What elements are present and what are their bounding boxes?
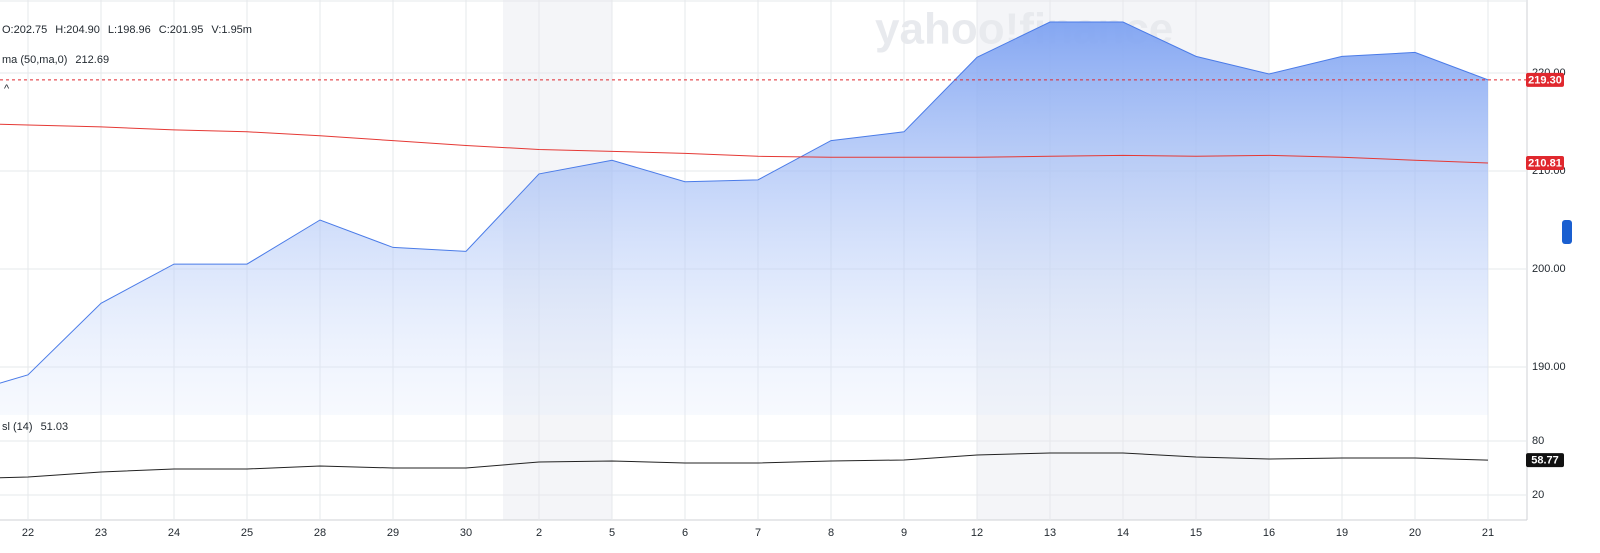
- x-tick-label: 28: [314, 527, 326, 539]
- x-tick-label: 14: [1117, 527, 1129, 539]
- series-line: [0, 452, 1489, 479]
- x-tick-label: 24: [168, 527, 180, 539]
- last-value-tag: [1526, 453, 1564, 468]
- ohlc-value: V:1.95m: [211, 24, 252, 36]
- x-tick-label: 25: [241, 527, 253, 539]
- y-tick-label: 20: [1532, 489, 1544, 501]
- x-tick-label: 23: [95, 527, 107, 539]
- last-value-label: 58.77: [1531, 455, 1559, 467]
- x-tick-label: 8: [828, 527, 834, 539]
- x-tick-label: 29: [387, 527, 399, 539]
- x-tick-label: 13: [1044, 527, 1056, 539]
- x-tick-label: 7: [755, 527, 761, 539]
- x-tick-label: 2: [536, 527, 542, 539]
- last-value-tag: [1526, 72, 1564, 87]
- last-value-label: 219.30: [1528, 74, 1562, 86]
- ohlc-value: H:204.90: [55, 24, 100, 36]
- area-fill: [0, 22, 1488, 415]
- x-tick-label: 15: [1190, 527, 1202, 539]
- x-tick-label: 19: [1336, 527, 1348, 539]
- x-tick-label: 9: [901, 527, 907, 539]
- ohlc-value: C:201.95: [159, 24, 204, 36]
- y-tick-label: 200.00: [1532, 263, 1566, 275]
- legend-name: sl (14): [2, 421, 33, 433]
- series-line: [0, 123, 1489, 164]
- last-value-tag: [1526, 156, 1564, 171]
- y-tick-label: 80: [1532, 435, 1544, 447]
- ohlc-value: L:198.96: [108, 24, 151, 36]
- x-tick-label: 12: [971, 527, 983, 539]
- ohlc-value: O:202.75: [2, 24, 47, 36]
- x-tick-label: 21: [1482, 527, 1494, 539]
- x-tick-label: 20: [1409, 527, 1421, 539]
- y-tick-label: 190.00: [1532, 361, 1566, 373]
- legend-value: 212.69: [75, 54, 109, 66]
- legend-value: 51.03: [41, 421, 69, 433]
- x-tick-label: 5: [609, 527, 615, 539]
- x-tick-label: 30: [460, 527, 472, 539]
- price-line: [0, 21, 1489, 384]
- side-tab[interactable]: [1562, 220, 1572, 244]
- collapse-icon[interactable]: ^: [4, 83, 10, 95]
- x-tick-label: 16: [1263, 527, 1275, 539]
- last-value-label: 210.81: [1528, 157, 1562, 169]
- legend-name: ma (50,ma,0): [2, 54, 67, 66]
- x-tick-label: 22: [22, 527, 34, 539]
- x-tick-label: 6: [682, 527, 688, 539]
